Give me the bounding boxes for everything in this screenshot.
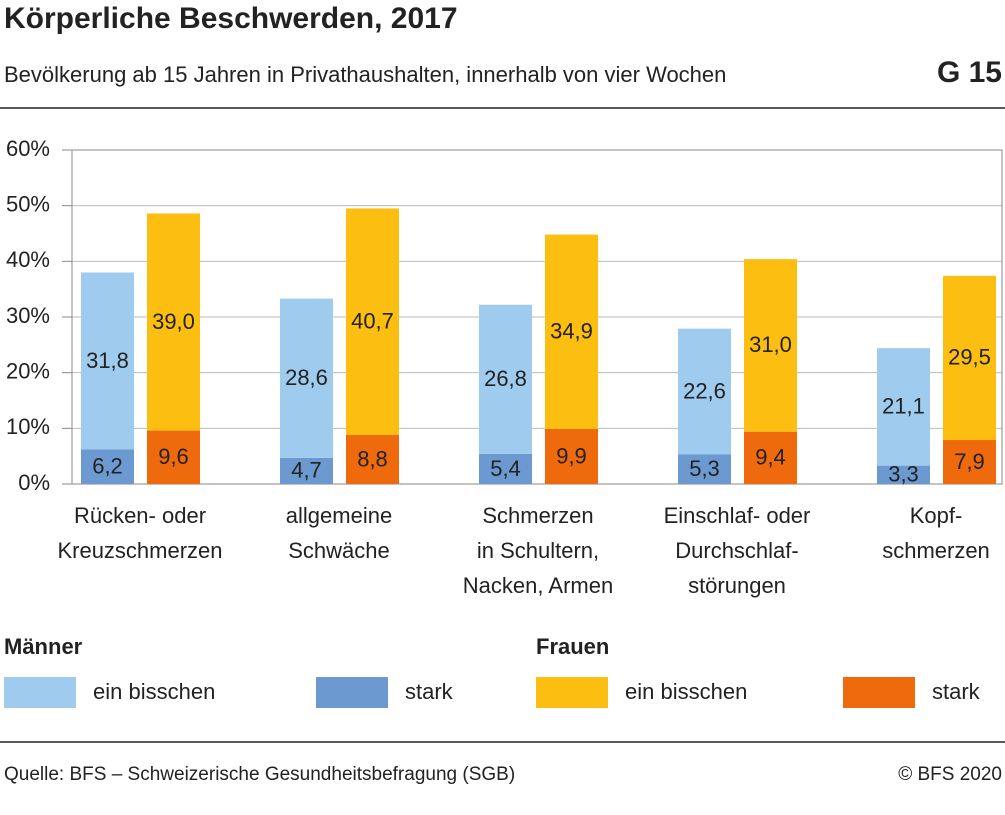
y-tick-label: 40%: [6, 247, 50, 272]
value-label: 34,9: [550, 319, 593, 344]
value-label: 8,8: [357, 446, 388, 471]
x-tick-label-line: Kopf-: [910, 503, 963, 528]
x-tick-label: Schmerzen in Schultern, Nacken, Armen: [463, 503, 613, 598]
y-tick-label: 30%: [6, 303, 50, 328]
legend-swatch: [843, 677, 915, 708]
value-label: 39,0: [152, 309, 195, 334]
value-label: 29,5: [948, 345, 991, 370]
value-label: 9,4: [755, 445, 786, 470]
x-tick-label-line: Durchschlaf-: [675, 538, 798, 563]
legend-swatch: [316, 677, 388, 708]
value-label: 3,3: [888, 462, 919, 487]
value-label: 9,9: [556, 443, 587, 468]
bar: [81, 449, 134, 484]
legend-label: stark: [932, 679, 981, 704]
legend-label: ein bisschen: [93, 679, 215, 704]
y-tick-label: 60%: [6, 136, 50, 161]
source: Quelle: BFS – Schweizerische Gesundheits…: [4, 764, 515, 785]
value-label: 9,6: [158, 444, 189, 469]
bar: [346, 208, 399, 436]
chart-id: G 15: [937, 56, 1002, 89]
legend-label: stark: [405, 679, 454, 704]
bar: [877, 465, 930, 484]
y-tick-label: 50%: [6, 191, 50, 216]
bar: [280, 298, 333, 458]
plot-border: [71, 149, 1003, 485]
bar: [545, 428, 598, 484]
x-tick-label-line: Rücken- oder: [74, 503, 206, 528]
value-label: 4,7: [291, 458, 322, 483]
legend-label: ein bisschen: [625, 679, 747, 704]
value-label: 7,9: [954, 449, 985, 474]
y-tick-label: 0%: [18, 470, 50, 495]
value-label: 40,7: [351, 309, 394, 334]
chart-subtitle: Bevölkerung ab 15 Jahren in Privathausha…: [4, 62, 726, 87]
x-tick-label: allgemeine Schwäche: [286, 503, 392, 563]
x-tick-label-line: allgemeine: [286, 503, 392, 528]
x-tick-label-line: in Schultern,: [477, 538, 599, 563]
x-tick-label-line: schmerzen: [882, 538, 990, 563]
bar: [147, 213, 200, 431]
legend-swatch: [536, 677, 608, 708]
bar: [744, 431, 797, 484]
bar: [678, 328, 731, 455]
y-tick-label: 10%: [6, 414, 50, 439]
legend-group-title: Frauen: [536, 634, 609, 659]
bar: [479, 304, 532, 454]
bar: [943, 440, 996, 484]
bar: [346, 435, 399, 484]
copyright: © BFS 2020: [898, 764, 1002, 785]
value-label: 21,1: [882, 394, 925, 419]
value-label: 31,0: [749, 332, 792, 357]
value-label: 26,8: [484, 366, 527, 391]
bar: [479, 453, 532, 484]
value-label: 28,6: [285, 365, 328, 390]
bar: [744, 259, 797, 432]
x-tick-label: Kopf-schmerzen: [882, 503, 990, 563]
value-label: 5,3: [689, 456, 720, 481]
value-label: 22,6: [683, 378, 726, 403]
chart-title: Körperliche Beschwerden, 2017: [4, 2, 458, 35]
x-tick-label-line: Schwäche: [288, 538, 390, 563]
bar: [545, 234, 598, 429]
x-tick-label: Einschlaf- oder Durchschlaf-störungen: [664, 503, 811, 598]
bar: [943, 275, 996, 441]
value-label: 6,2: [92, 454, 123, 479]
x-tick-label: Rücken- oder Kreuzschmerzen: [57, 503, 222, 563]
bar: [678, 454, 731, 484]
value-label: 5,4: [490, 456, 521, 481]
bar: [81, 272, 134, 450]
x-tick-label-line: Nacken, Armen: [463, 573, 613, 598]
value-label: 31,8: [86, 348, 129, 373]
bar: [280, 457, 333, 484]
bar: [877, 348, 930, 466]
x-tick-label-line: Schmerzen: [482, 503, 593, 528]
y-tick-label: 20%: [6, 358, 50, 383]
bar: [147, 430, 200, 484]
legend-group-title: Männer: [4, 634, 83, 659]
x-tick-label-line: Kreuzschmerzen: [57, 538, 222, 563]
x-tick-label-line: störungen: [688, 573, 786, 598]
legend-swatch: [4, 677, 76, 708]
x-tick-label-line: Einschlaf- oder: [664, 503, 811, 528]
